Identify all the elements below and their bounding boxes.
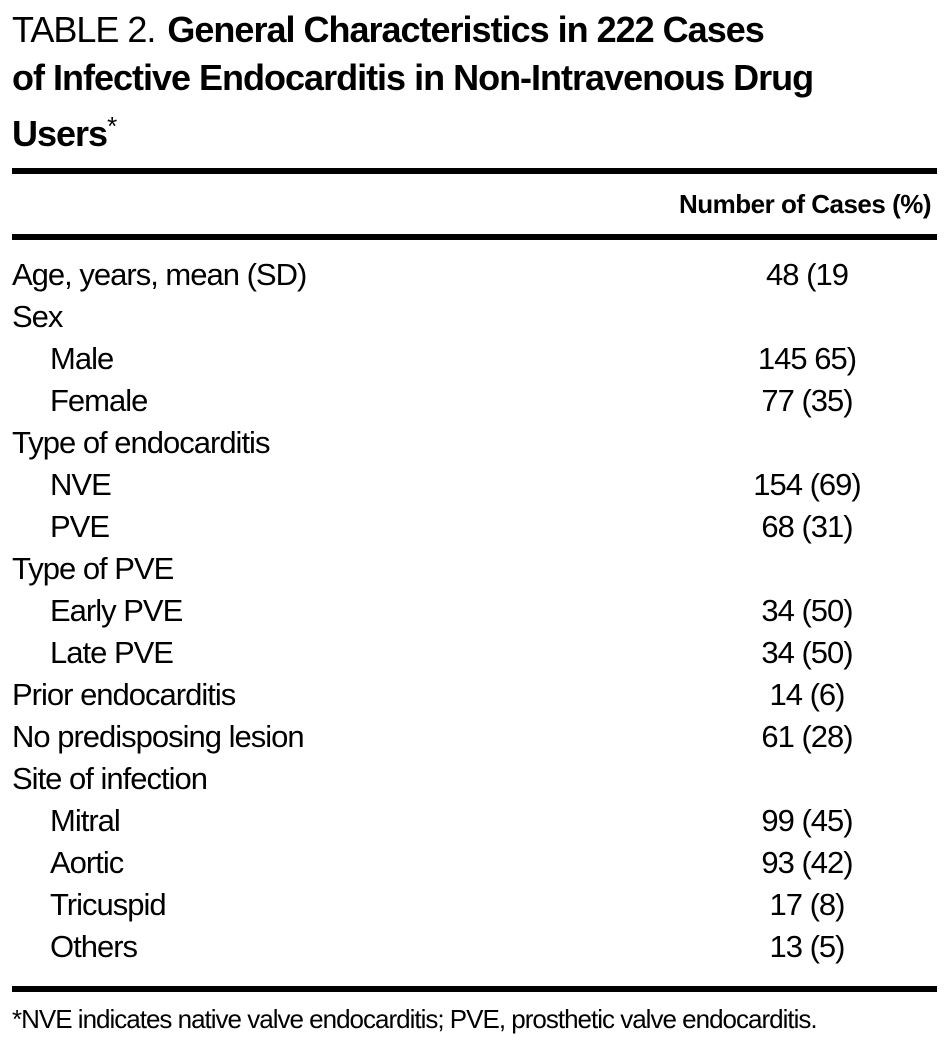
table-row: PVE 68 (31) (12, 506, 937, 548)
row-label: PVE (50, 509, 110, 544)
table-row: No predisposing lesion 61 (28) (12, 716, 937, 758)
table-row: Age, years, mean (SD) 48 (19 (12, 254, 937, 296)
row-value: 77 (35) (761, 383, 853, 418)
row-value: 61 (28) (761, 719, 853, 754)
row-label: Type of endocarditis (12, 425, 270, 460)
table-title-line-2: of Infective Endocarditis in Non-Intrave… (12, 54, 937, 102)
table-row: Male 145 65) (12, 338, 937, 380)
row-value: 14 (6) (769, 677, 846, 712)
table-body: Age, years, mean (SD) 48 (19 Sex Male 14… (12, 240, 937, 986)
row-label: Tricuspid (50, 887, 167, 922)
table-title-text-1: General Characteristics in 222 Cases (167, 9, 764, 50)
row-label: Aortic (50, 845, 124, 880)
row-label: NVE (50, 467, 112, 502)
table-row: Site of infection (12, 758, 937, 800)
table-row: Prior endocarditis 14 (6) (12, 674, 937, 716)
table-row: Late PVE 34 (50) (12, 632, 937, 674)
row-label: Site of infection (12, 761, 208, 796)
table-row: Others 13 (5) (12, 926, 937, 968)
row-label: Early PVE (50, 593, 183, 628)
row-value: 34 (50) (761, 593, 853, 628)
row-value: 93 (42) (761, 845, 853, 880)
row-label: Age, years, mean (SD) (12, 257, 307, 292)
table-title-text-3: Users (12, 113, 108, 154)
table-row: NVE 154 (69) (12, 464, 937, 506)
row-value: 48 (19 (766, 257, 849, 292)
table-row: Female 77 (35) (12, 380, 937, 422)
table-row: Sex (12, 296, 937, 338)
row-value: 17 (8) (769, 887, 846, 922)
row-label: Others (50, 929, 138, 964)
table-row: Tricuspid 17 (8) (12, 884, 937, 926)
table-header-row: Number of Cases (%) (12, 174, 937, 234)
table-rule-bottom (12, 986, 937, 992)
table-row: Type of PVE (12, 548, 937, 590)
table-row: Type of endocarditis (12, 422, 937, 464)
table-row: Aortic 93 (42) (12, 842, 937, 884)
row-label: Sex (12, 299, 63, 334)
column-header-number-of-cases: Number of Cases (%) (679, 188, 932, 219)
table-rule-header-bottom (12, 234, 937, 240)
table-title: TABLE 2. General Characteristics in 222 C… (12, 0, 937, 158)
table-row: Mitral 99 (45) (12, 800, 937, 842)
footnote-asterisk-marker: * (107, 111, 118, 141)
row-label: Type of PVE (12, 551, 174, 586)
row-value: 34 (50) (761, 635, 853, 670)
row-label: Prior endocarditis (12, 677, 236, 712)
row-value: 145 65) (757, 341, 857, 376)
table-title-text-2: of Infective Endocarditis in Non-Intrave… (12, 57, 814, 98)
table-title-line-3: Users* (12, 102, 937, 158)
table-row: Early PVE 34 (50) (12, 590, 937, 632)
row-value: 99 (45) (761, 803, 853, 838)
row-value: 154 (69) (753, 467, 861, 502)
row-label: Male (50, 341, 114, 376)
row-label: Female (50, 383, 148, 418)
table-footnote: *NVE indicates native valve endocarditis… (12, 1004, 818, 1034)
row-value: 13 (5) (769, 929, 846, 964)
row-label: Late PVE (50, 635, 174, 670)
table-title-line-1: TABLE 2. General Characteristics in 222 C… (12, 6, 937, 54)
table-number-label: TABLE 2. (12, 9, 156, 50)
row-label: No predisposing lesion (12, 719, 305, 754)
table-rule-top (12, 168, 937, 174)
row-value: 68 (31) (761, 509, 853, 544)
row-label: Mitral (50, 803, 121, 838)
